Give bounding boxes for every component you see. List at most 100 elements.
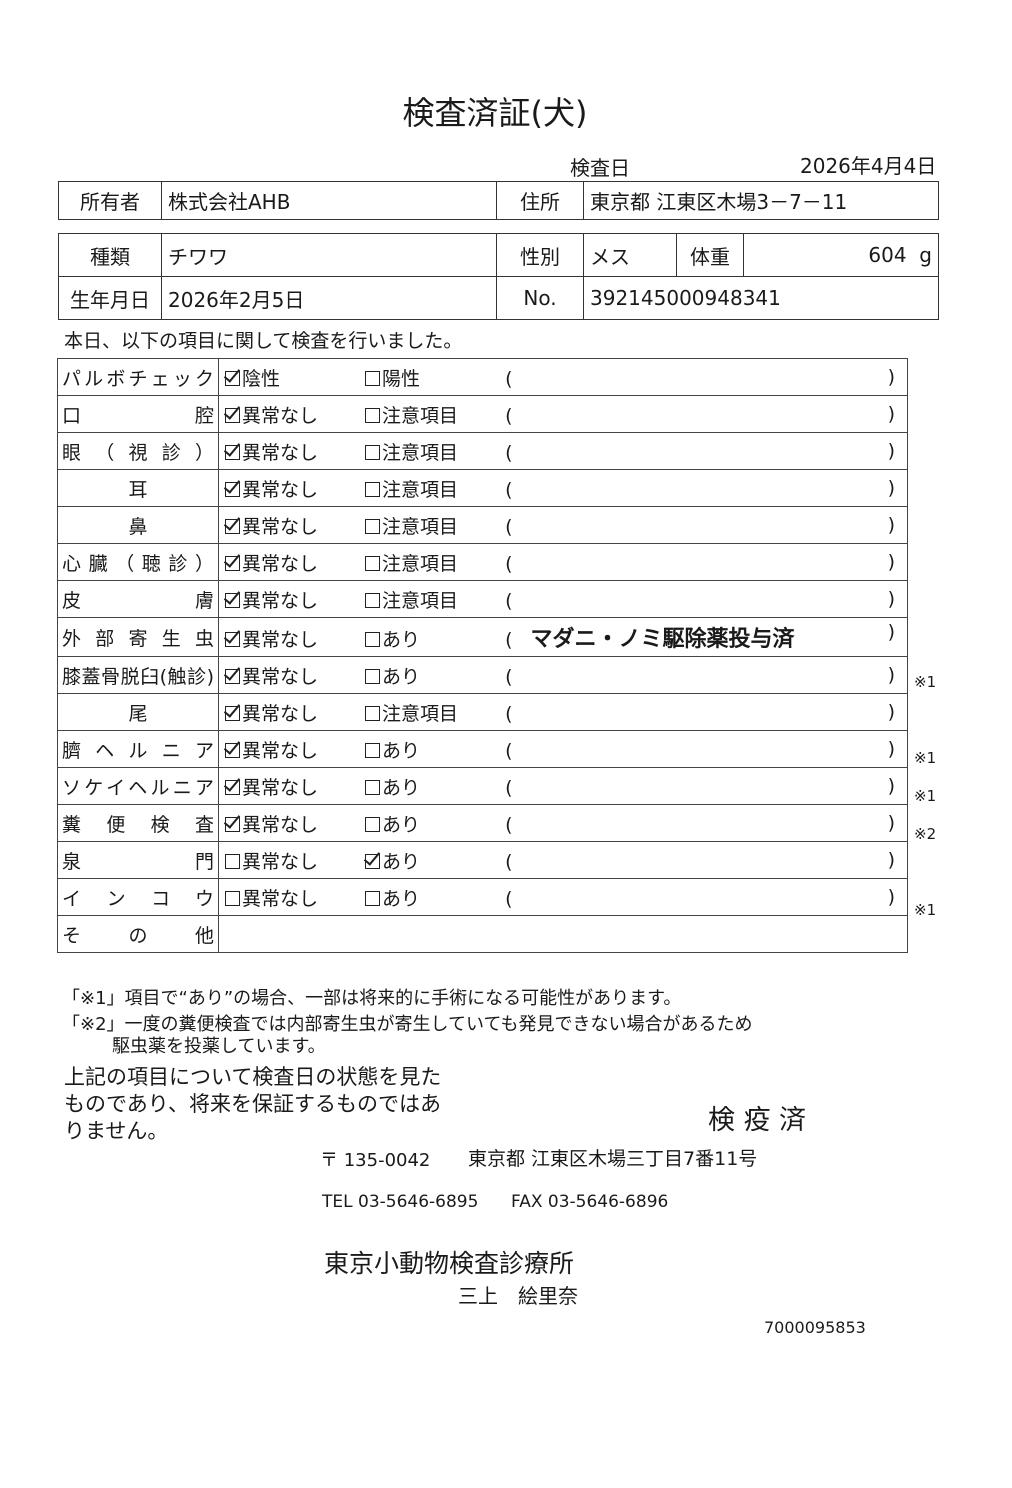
paren-close: ) xyxy=(887,885,896,908)
checkbox-checked-icon[interactable] xyxy=(225,742,240,758)
item-label: 耳 xyxy=(57,469,219,507)
address-value: 東京都 江東区木場3－7－11 xyxy=(583,181,939,220)
option-normal[interactable]: 異常なし xyxy=(225,475,359,502)
option-normal[interactable]: 異常なし xyxy=(225,884,359,911)
address-label: 住所 xyxy=(496,181,584,220)
option-abnormal[interactable]: あり xyxy=(365,736,499,763)
inspection-row: 膝蓋骨脱臼(触診) 異常なし あり () xyxy=(57,656,908,694)
paren-open: ( xyxy=(505,739,513,762)
checkbox-checked-icon[interactable] xyxy=(225,779,240,795)
option-abnormal[interactable]: 注意項目 xyxy=(365,586,499,613)
inspection-row: パルボチェック 陰性 陽性 () xyxy=(57,358,908,396)
item-result: 異常なし あり () xyxy=(218,878,908,916)
page-title: 検査済証(犬) xyxy=(402,94,588,132)
checkbox-unchecked-icon[interactable] xyxy=(365,518,381,534)
checkbox-unchecked-icon[interactable] xyxy=(365,632,381,647)
item-result: 異常なし あり (マダニ・ノミ駆除薬投与済) xyxy=(218,617,908,657)
checkbox-unchecked-icon[interactable] xyxy=(365,816,381,832)
checkbox-checked-icon[interactable] xyxy=(365,853,381,869)
option-abnormal[interactable]: 注意項目 xyxy=(365,475,499,502)
option-label: 注意項目 xyxy=(382,515,459,538)
option-label: 異常なし xyxy=(242,629,319,651)
inspection-row: 耳 異常なし 注意項目 () xyxy=(57,469,908,507)
option-abnormal[interactable]: あり xyxy=(365,662,499,689)
other-field[interactable] xyxy=(218,915,908,953)
option-label: あり xyxy=(382,629,421,651)
checkbox-unchecked-icon[interactable] xyxy=(365,668,381,684)
option-normal[interactable]: 異常なし xyxy=(225,847,359,874)
option-normal[interactable]: 異常なし xyxy=(225,625,359,652)
option-normal[interactable]: 陰性 xyxy=(225,364,359,391)
checkbox-unchecked-icon[interactable] xyxy=(365,705,381,721)
checkbox-checked-icon[interactable] xyxy=(225,370,240,386)
footnote-mark: ※1 xyxy=(914,787,937,805)
item-label: 外部寄生虫 xyxy=(57,617,219,657)
checkbox-checked-icon[interactable] xyxy=(225,555,240,571)
quarantine-stamp: 検 疫 済 xyxy=(708,1105,807,1136)
remarks-field: () xyxy=(505,664,895,689)
option-abnormal[interactable]: 陽性 xyxy=(365,364,499,391)
owner-table: 所有者 株式会社AHB 住所 東京都 江東区木場3－7－11 xyxy=(58,181,939,220)
checkbox-unchecked-icon[interactable] xyxy=(365,592,381,608)
option-normal[interactable]: 異常なし xyxy=(225,549,359,576)
vet-name: 三上 絵里奈 xyxy=(458,1284,578,1308)
option-label: 注意項目 xyxy=(382,552,459,575)
option-abnormal[interactable]: あり xyxy=(365,810,499,837)
checkbox-checked-icon[interactable] xyxy=(225,518,240,534)
option-abnormal[interactable]: あり xyxy=(365,625,499,652)
checkbox-unchecked-icon[interactable] xyxy=(365,444,381,460)
option-abnormal[interactable]: 注意項目 xyxy=(365,401,499,428)
option-abnormal[interactable]: あり xyxy=(365,847,499,874)
inspection-row: 皮膚 異常なし 注意項目 () xyxy=(57,580,908,618)
inspection-row: インコウ 異常なし あり () xyxy=(57,878,908,916)
option-normal[interactable]: 異常なし xyxy=(225,773,359,800)
checkbox-checked-icon[interactable] xyxy=(225,592,240,608)
checkbox-unchecked-icon[interactable] xyxy=(365,742,381,758)
option-normal[interactable]: 異常なし xyxy=(225,736,359,763)
option-abnormal[interactable]: 注意項目 xyxy=(365,438,499,465)
paren-close: ) xyxy=(887,737,896,760)
checkbox-checked-icon[interactable] xyxy=(225,705,240,721)
option-label: 異常なし xyxy=(242,589,319,612)
option-abnormal[interactable]: あり xyxy=(365,884,499,911)
weight-unit: g xyxy=(919,243,932,267)
option-normal[interactable]: 異常なし xyxy=(225,438,359,465)
checkbox-unchecked-icon[interactable] xyxy=(365,407,381,423)
checkbox-unchecked-icon[interactable] xyxy=(365,370,381,386)
option-normal[interactable]: 異常なし xyxy=(225,586,359,613)
checkbox-unchecked-icon[interactable] xyxy=(365,481,381,497)
checkbox-unchecked-icon[interactable] xyxy=(365,890,381,906)
paren-close: ) xyxy=(887,550,896,573)
paren-open: ( xyxy=(505,367,513,390)
checkbox-checked-icon[interactable] xyxy=(225,444,240,460)
checkbox-checked-icon[interactable] xyxy=(225,816,240,832)
remarks-field: () xyxy=(505,738,895,763)
option-normal[interactable]: 異常なし xyxy=(225,699,359,726)
option-abnormal[interactable]: あり xyxy=(365,773,499,800)
item-label: 臍ヘルニア xyxy=(57,730,219,768)
item-label: 口腔 xyxy=(57,395,219,433)
option-normal[interactable]: 異常なし xyxy=(225,662,359,689)
remarks-field: () xyxy=(505,886,895,911)
option-label: 異常なし xyxy=(242,478,319,501)
checkbox-unchecked-icon[interactable] xyxy=(225,890,240,906)
option-normal[interactable]: 異常なし xyxy=(225,401,359,428)
paren-close: ) xyxy=(887,848,896,871)
remarks-field: () xyxy=(505,514,895,539)
option-normal[interactable]: 異常なし xyxy=(225,512,359,539)
option-abnormal[interactable]: 注意項目 xyxy=(365,699,499,726)
checkbox-unchecked-icon[interactable] xyxy=(365,779,381,795)
clinic-address: 東京都 江東区木場三丁目7番11号 xyxy=(468,1148,758,1170)
checkbox-checked-icon[interactable] xyxy=(225,632,240,647)
option-normal[interactable]: 異常なし xyxy=(225,810,359,837)
checkbox-checked-icon[interactable] xyxy=(225,668,240,684)
checkbox-checked-icon[interactable] xyxy=(225,407,240,423)
checkbox-checked-icon[interactable] xyxy=(225,481,240,497)
checkbox-unchecked-icon[interactable] xyxy=(225,853,240,869)
remarks-field: () xyxy=(505,588,895,613)
option-abnormal[interactable]: 注意項目 xyxy=(365,512,499,539)
item-label: 眼（視診） xyxy=(57,432,219,470)
checkbox-unchecked-icon[interactable] xyxy=(365,555,381,571)
option-abnormal[interactable]: 注意項目 xyxy=(365,549,499,576)
item-result: 異常なし 注意項目 () xyxy=(218,693,908,731)
